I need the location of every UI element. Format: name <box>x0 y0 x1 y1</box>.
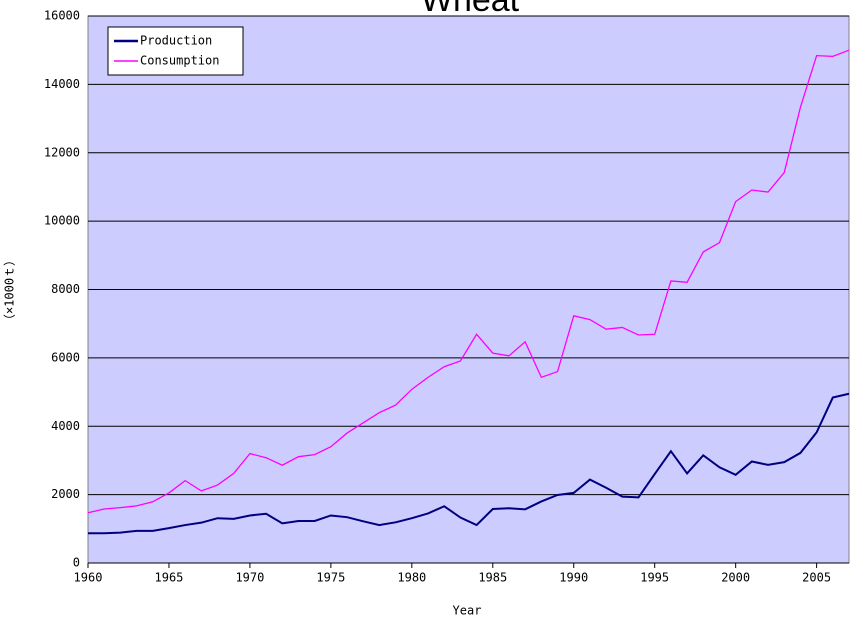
x-tick-label: 2000 <box>721 571 750 585</box>
x-tick-label: 1970 <box>235 571 264 585</box>
y-tick-label: 2000 <box>51 487 80 501</box>
y-tick-label: 8000 <box>51 282 80 296</box>
y-tick-label: 10000 <box>44 214 80 228</box>
y-tick-label: 16000 <box>44 9 80 23</box>
legend-label: Production <box>140 34 212 48</box>
x-tick-label: 1975 <box>316 571 345 585</box>
x-tick-label: 1990 <box>559 571 588 585</box>
series-line <box>88 392 850 535</box>
x-tick-label: 1960 <box>74 571 103 585</box>
x-tick-label: 1985 <box>478 571 507 585</box>
y-tick-label: 14000 <box>44 77 80 91</box>
y-tick-label: 12000 <box>44 145 80 159</box>
x-axis-label: Year <box>453 604 482 618</box>
x-tick-label: 1995 <box>640 571 669 585</box>
y-tick-label: 0 <box>73 556 80 570</box>
chart-title: Wheat <box>421 0 520 19</box>
y-tick-label: 6000 <box>51 350 80 364</box>
legend-box <box>107 26 244 76</box>
x-tick-label: 1980 <box>397 571 426 585</box>
y-tick-label: 4000 <box>51 419 80 433</box>
x-tick-label: 2005 <box>802 571 831 585</box>
legend-label: Consumption <box>140 54 219 68</box>
series-line <box>87 49 850 514</box>
x-tick-label: 1965 <box>155 571 184 585</box>
y-axis-label: （×1000ｔ） <box>3 254 17 326</box>
